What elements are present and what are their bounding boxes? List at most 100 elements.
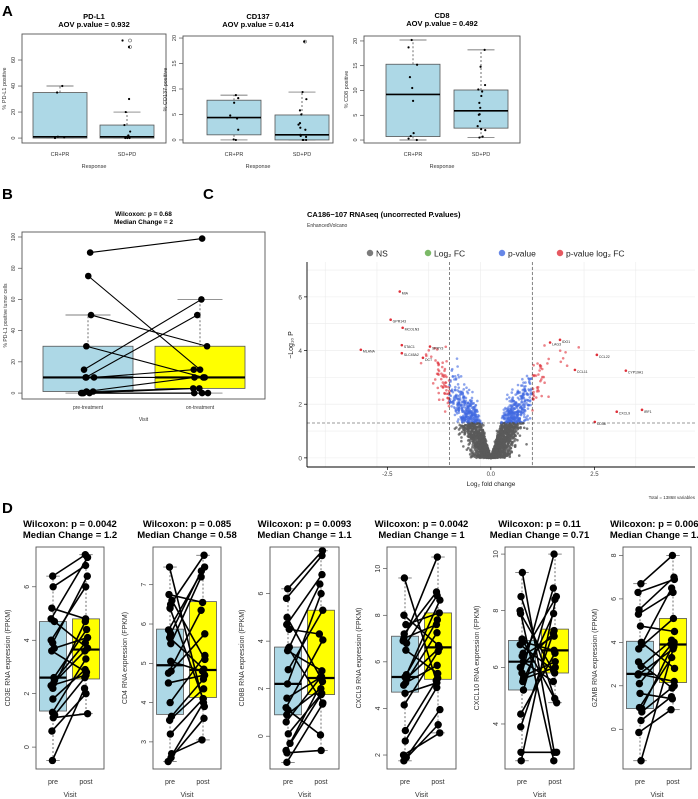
labeled-gene-point <box>421 356 425 360</box>
pair-line <box>519 644 554 671</box>
y-axis-title: % CD8 positive <box>344 71 350 109</box>
volcano-point <box>523 385 526 389</box>
volcano-point <box>433 346 436 350</box>
panel-label-d: D <box>2 500 13 517</box>
y-tick-label: 20 <box>11 359 17 365</box>
volcano-point <box>473 407 476 411</box>
volcano-point <box>476 399 479 403</box>
pre-point <box>49 695 57 703</box>
y-tick-label: 0 <box>258 734 265 738</box>
volcano-point <box>445 385 448 388</box>
data-point <box>56 135 59 138</box>
volcano-point <box>456 394 459 398</box>
volcano-point <box>465 427 469 431</box>
volcano-point <box>434 359 437 362</box>
x-tick-label: 0.0 <box>487 472 496 478</box>
pair-line <box>169 698 204 735</box>
pair-line <box>519 613 556 674</box>
volcano-point <box>532 363 535 367</box>
volcano-point <box>467 419 471 423</box>
plot-title: AOV p.value = 0.414 <box>222 20 294 29</box>
volcano-point <box>486 452 489 455</box>
volcano-point <box>516 432 520 435</box>
post-point <box>549 629 558 638</box>
data-point <box>299 126 302 129</box>
pre-point <box>167 712 176 721</box>
post-point <box>198 235 206 242</box>
volcano-point <box>453 375 457 378</box>
y-tick-label: 5 <box>353 114 359 117</box>
data-point <box>234 138 237 142</box>
volcano-point <box>477 423 481 427</box>
post-point <box>433 629 441 637</box>
post-point <box>668 695 677 703</box>
volcano-point <box>516 396 520 400</box>
volcano-point <box>517 454 521 457</box>
y-tick-label: 6 <box>493 665 500 669</box>
pair-line <box>170 633 206 672</box>
volcano-point <box>454 378 458 381</box>
volcano-point <box>457 418 460 421</box>
data-point <box>234 94 237 97</box>
volcano-point <box>522 397 526 400</box>
volcano-point <box>472 431 475 435</box>
volcano-point <box>528 396 532 399</box>
volcano-point <box>483 454 487 458</box>
x-axis-title: Visit <box>298 792 311 799</box>
y-tick-label: 20 <box>11 109 17 115</box>
volcano-point <box>474 403 478 407</box>
volcano-point <box>468 438 471 442</box>
plot-title: Wilcoxon: p = 0.0066 <box>610 519 698 530</box>
volcano-point <box>444 345 448 349</box>
pair-line <box>51 693 87 732</box>
pre-point <box>402 620 410 629</box>
post-point <box>199 685 208 693</box>
volcano-point <box>523 388 527 391</box>
labeled-gene-point <box>558 338 562 342</box>
post-point <box>551 595 559 604</box>
gene-label: DCT <box>425 358 433 362</box>
volcano-point <box>507 409 511 413</box>
volcano-point <box>500 427 504 431</box>
post-point <box>200 702 209 711</box>
volcano-point <box>467 388 471 392</box>
volcano-point <box>543 381 546 385</box>
pair-line <box>638 657 673 708</box>
pair-line <box>520 596 556 699</box>
post-point <box>670 627 679 636</box>
volcano-subtitle: EnhancedVolcano <box>307 223 348 229</box>
pre-point <box>282 594 291 603</box>
post-point <box>669 614 678 623</box>
pre-point <box>519 686 528 694</box>
x-tick-label: post <box>196 779 209 786</box>
pre-point <box>167 639 175 648</box>
volcano-point <box>462 383 466 386</box>
volcano-point <box>519 425 522 429</box>
legend-marker <box>366 249 374 257</box>
pre-point <box>402 646 410 654</box>
volcano-point <box>442 373 445 377</box>
volcano-point <box>460 439 463 443</box>
pair-line <box>640 554 673 585</box>
volcano-point <box>523 405 526 409</box>
volcano-point <box>514 437 517 441</box>
gene-label: MCOLN3 <box>405 328 420 332</box>
volcano-point <box>509 429 512 433</box>
y-tick-label: 0 <box>172 138 178 141</box>
volcano-point <box>546 362 549 365</box>
x-axis-title: Visit <box>63 792 76 799</box>
volcano-point <box>436 386 440 390</box>
pair-line <box>286 574 323 625</box>
post-point <box>435 609 443 617</box>
volcano-point <box>513 445 517 448</box>
post-point <box>549 677 558 686</box>
volcano-point <box>519 405 523 409</box>
pair-line <box>640 646 675 761</box>
volcano-point <box>437 363 440 367</box>
volcano-point <box>523 418 527 422</box>
plot-frame <box>386 546 457 770</box>
labeled-gene-point <box>593 420 597 424</box>
